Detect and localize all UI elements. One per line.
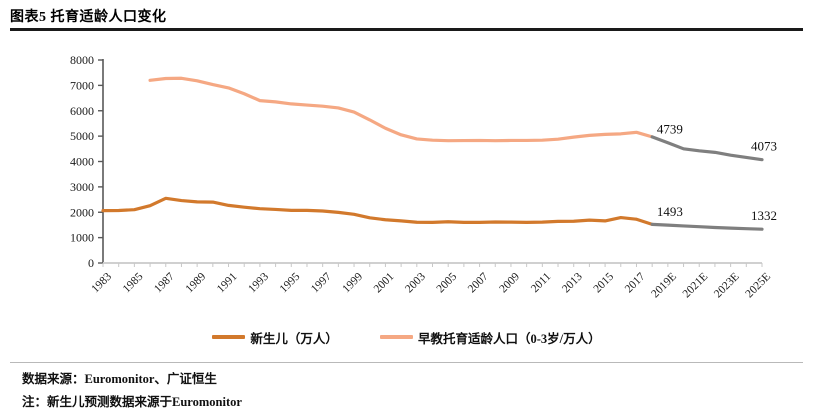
svg-text:8000: 8000 bbox=[70, 53, 94, 67]
chart-legend: 新生儿（万人） 早教托育适龄人口（0-3岁/万人） bbox=[0, 325, 813, 349]
svg-text:2003: 2003 bbox=[403, 270, 428, 295]
footer-source: 数据来源：Euromonitor、广证恒生 bbox=[22, 372, 217, 386]
svg-text:1987: 1987 bbox=[152, 270, 177, 295]
svg-text:2000: 2000 bbox=[70, 205, 94, 219]
svg-text:1989: 1989 bbox=[184, 270, 209, 295]
legend-label-newborn: 新生儿（万人） bbox=[250, 331, 338, 346]
svg-text:1999: 1999 bbox=[340, 270, 365, 295]
svg-text:6000: 6000 bbox=[70, 104, 94, 118]
svg-text:2023E: 2023E bbox=[712, 271, 742, 301]
svg-text:2015: 2015 bbox=[591, 270, 616, 295]
svg-text:1991: 1991 bbox=[215, 270, 240, 295]
figure-title-bar: 图表5 托育适龄人口变化 bbox=[10, 6, 803, 30]
svg-text:2021E: 2021E bbox=[681, 271, 711, 301]
svg-text:2009: 2009 bbox=[497, 270, 522, 295]
svg-text:2005: 2005 bbox=[435, 270, 460, 295]
svg-text:1995: 1995 bbox=[278, 270, 303, 295]
page-title: 图表5 托育适龄人口变化 bbox=[10, 10, 167, 25]
svg-text:1000: 1000 bbox=[70, 231, 94, 245]
svg-text:7000: 7000 bbox=[70, 78, 94, 92]
svg-text:1993: 1993 bbox=[246, 270, 271, 295]
svg-text:5000: 5000 bbox=[70, 129, 94, 143]
svg-text:2007: 2007 bbox=[466, 270, 491, 295]
footer-note: 注：新生儿预测数据来源于Euromonitor bbox=[22, 395, 242, 409]
svg-text:0: 0 bbox=[88, 256, 94, 270]
data-labels: 4739 4073 1493 1332 bbox=[657, 122, 777, 223]
plot-area: 0 1000 2000 3000 4000 5000 6000 7000 8000 1983 19… bbox=[0, 36, 813, 326]
legend-swatch-eligible-population bbox=[379, 335, 413, 339]
svg-text:3000: 3000 bbox=[70, 180, 94, 194]
svg-text:4000: 4000 bbox=[70, 155, 94, 169]
series-lines bbox=[101, 76, 764, 231]
svg-text:2011: 2011 bbox=[529, 270, 554, 295]
svg-text:4073: 4073 bbox=[751, 139, 777, 154]
legend-item-eligible-population: 早教托育适龄人口（0-3岁/万人） bbox=[379, 328, 601, 347]
legend-label-eligible-population: 早教托育适龄人口（0-3岁/万人） bbox=[417, 331, 601, 346]
svg-text:2013: 2013 bbox=[560, 270, 585, 295]
x-axis: 1983 1985 1987 1989 1991 1993 1995 1997 1999 2001… bbox=[89, 262, 773, 301]
title-divider bbox=[10, 28, 803, 31]
svg-text:2025E: 2025E bbox=[743, 271, 773, 301]
svg-text:2001: 2001 bbox=[372, 270, 397, 295]
legend-swatch-newborn bbox=[212, 335, 246, 339]
svg-text:1983: 1983 bbox=[89, 270, 114, 295]
svg-text:4739: 4739 bbox=[657, 122, 683, 137]
footer-divider bbox=[10, 362, 803, 363]
y-axis: 0 1000 2000 3000 4000 5000 6000 7000 8000 bbox=[70, 53, 104, 270]
figure-footer: 数据来源：Euromonitor、广证恒生 注：新生儿预测数据来源于Euromo… bbox=[22, 368, 802, 414]
legend-item-newborn: 新生儿（万人） bbox=[212, 328, 338, 347]
svg-text:2019E: 2019E bbox=[649, 271, 679, 301]
svg-text:1997: 1997 bbox=[309, 270, 334, 295]
svg-text:1332: 1332 bbox=[751, 208, 777, 223]
svg-text:1493: 1493 bbox=[657, 204, 683, 219]
svg-text:1985: 1985 bbox=[121, 270, 146, 295]
svg-text:2017: 2017 bbox=[623, 270, 648, 295]
